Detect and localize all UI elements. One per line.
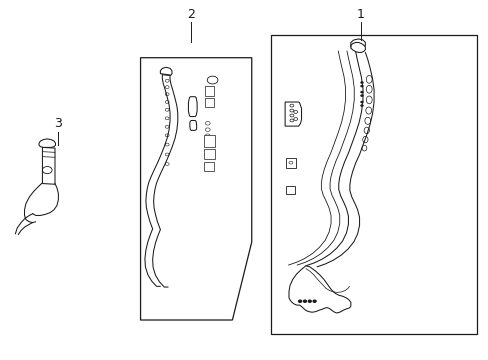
Text: 2: 2	[187, 8, 195, 21]
Circle shape	[360, 101, 363, 103]
Polygon shape	[189, 121, 196, 130]
Polygon shape	[350, 42, 365, 53]
Circle shape	[298, 300, 301, 302]
Circle shape	[312, 300, 315, 302]
Bar	[285, 186, 295, 194]
Circle shape	[303, 300, 306, 302]
Polygon shape	[140, 58, 251, 320]
Polygon shape	[39, 139, 55, 147]
Bar	[203, 149, 214, 159]
Polygon shape	[188, 97, 197, 117]
Polygon shape	[160, 67, 172, 75]
Text: 1: 1	[356, 8, 364, 21]
Circle shape	[360, 95, 363, 97]
Circle shape	[308, 300, 310, 302]
Text: 3: 3	[54, 117, 62, 130]
Polygon shape	[285, 102, 301, 126]
Polygon shape	[42, 147, 55, 184]
Bar	[203, 162, 213, 171]
Bar	[270, 35, 476, 334]
Bar	[203, 135, 214, 147]
Circle shape	[360, 81, 363, 84]
Circle shape	[360, 104, 363, 107]
Bar	[285, 158, 296, 168]
Circle shape	[360, 85, 363, 87]
Circle shape	[360, 91, 363, 93]
Polygon shape	[288, 266, 350, 313]
Bar	[204, 98, 213, 107]
Bar	[204, 86, 213, 96]
